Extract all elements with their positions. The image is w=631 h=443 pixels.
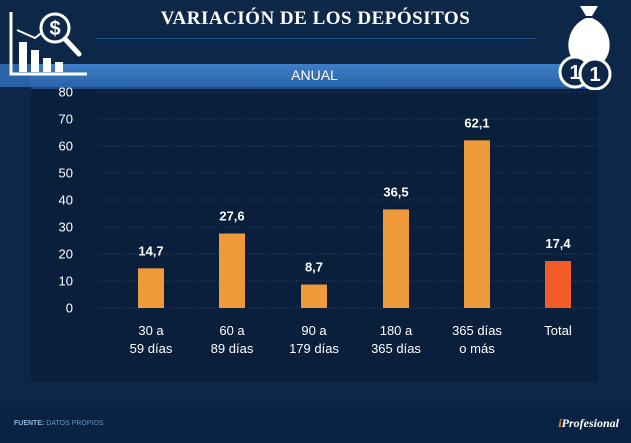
data-label: 36,5 [383, 184, 408, 199]
bar [464, 140, 490, 308]
y-tick-label: 60 [59, 139, 73, 154]
chart-panel [31, 64, 598, 382]
source-text: DATOS PROPIOS [46, 420, 104, 427]
x-tick-label: 180 a 365 días [371, 323, 421, 356]
bar [545, 261, 571, 308]
svg-text:1: 1 [569, 62, 580, 84]
bar [383, 209, 409, 308]
x-tick-label: 365 días o más [452, 323, 502, 356]
source-label: FUENTE: [14, 420, 45, 427]
logo-text: Profesional [561, 416, 619, 430]
svg-text:1: 1 [589, 64, 600, 86]
source-note: FUENTE: DATOS PROPIOS [14, 420, 104, 427]
title-divider [95, 38, 536, 39]
chart-subtitle: ANUAL [31, 64, 598, 89]
data-label: 8,7 [305, 260, 323, 275]
x-tick-label: 90 a 179 días [289, 323, 339, 356]
y-tick-label: 50 [59, 166, 73, 181]
data-label: 62,1 [464, 115, 489, 130]
y-tick-label: 80 [59, 85, 73, 100]
footer-band [0, 407, 631, 443]
data-label: 14,7 [138, 243, 163, 258]
y-tick-label: 20 [59, 247, 73, 262]
data-label: 27,6 [219, 208, 244, 223]
y-tick-label: 0 [66, 301, 73, 316]
x-tick-label: 30 a 59 días [130, 323, 173, 356]
svg-text:$: $ [49, 18, 60, 40]
money-bag-icon: 1 1 [558, 6, 612, 90]
logo-prefix: i [558, 416, 562, 430]
y-tick-label: 40 [59, 193, 73, 208]
x-tick-label: 60 a 89 días [211, 323, 254, 356]
finance-chart-icon: $ [9, 12, 87, 76]
y-tick-label: 70 [59, 112, 73, 127]
x-tick-label: Total [544, 323, 572, 338]
bar [219, 233, 245, 308]
y-tick-label: 10 [59, 274, 73, 289]
bar [138, 268, 164, 308]
y-tick-label: 30 [59, 220, 73, 235]
chart-title: VARIACIÓN DE LOS DEPÓSITOS [160, 8, 471, 29]
iprofesional-logo: iProfesional [558, 416, 619, 431]
bar [301, 284, 327, 308]
data-label: 17,4 [545, 236, 571, 251]
